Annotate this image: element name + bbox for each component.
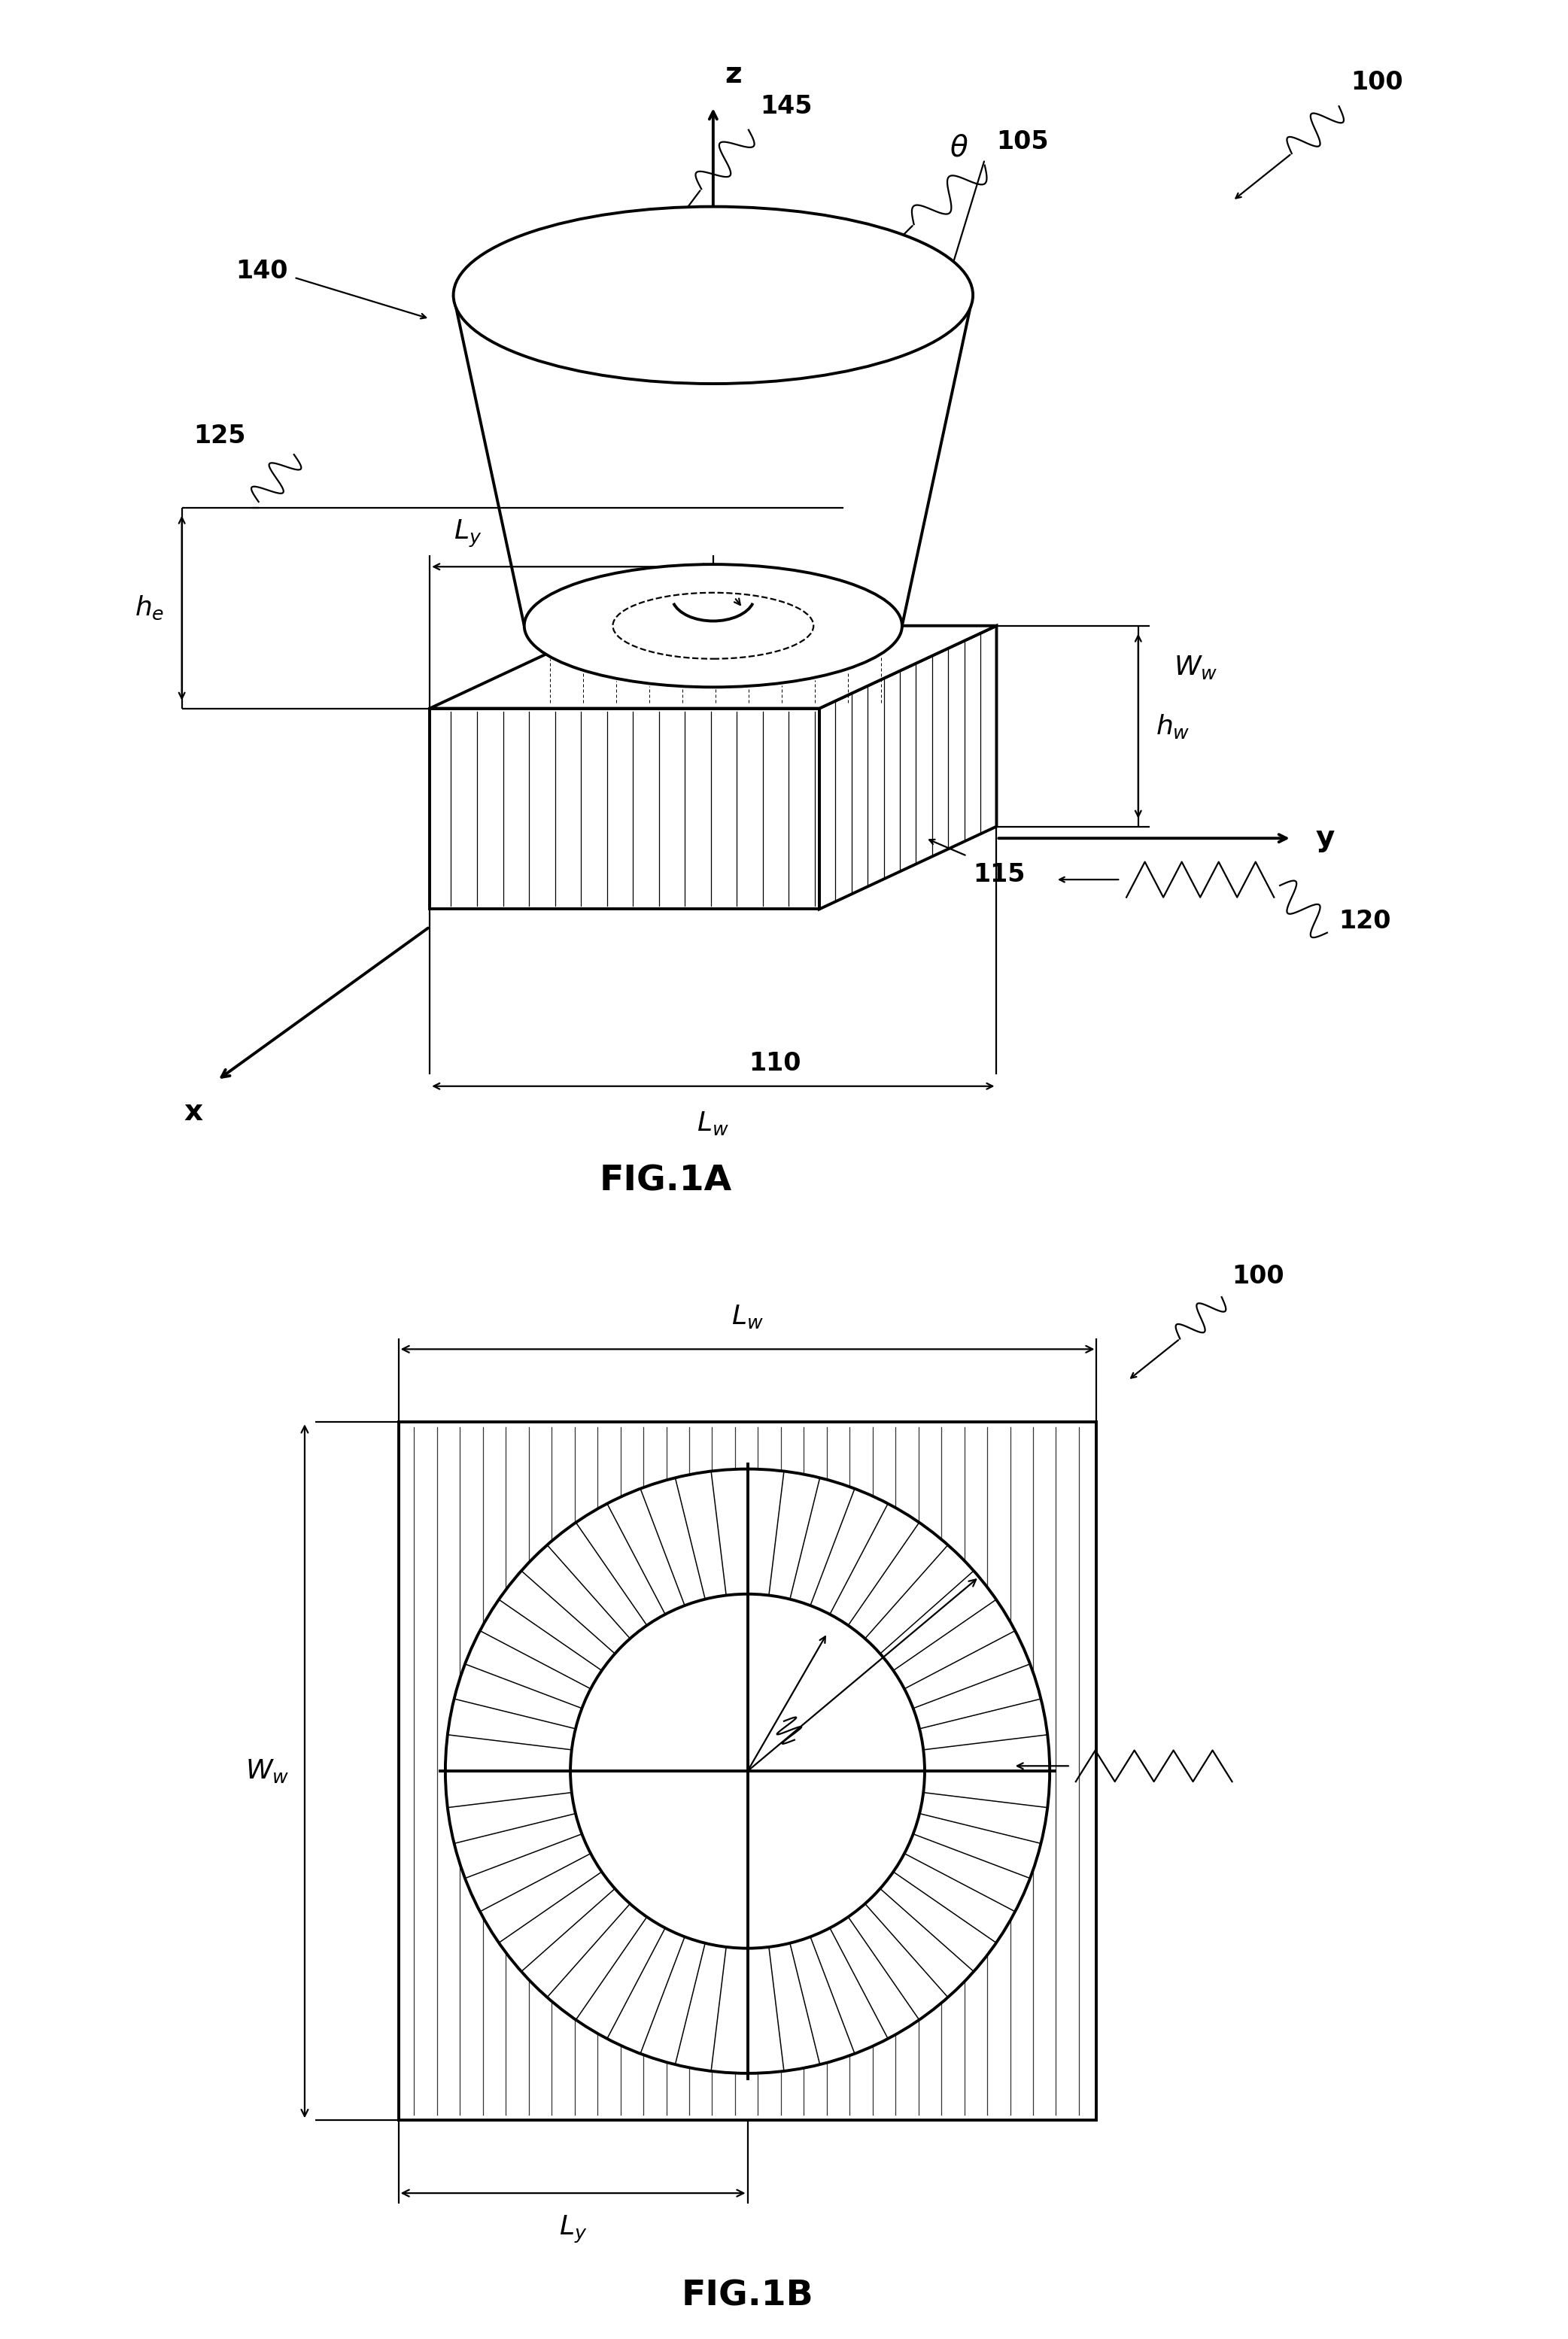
Text: x: x [183, 1097, 204, 1127]
Text: $L_y$: $L_y$ [558, 2215, 586, 2245]
Text: R: R [635, 271, 654, 297]
Text: 105: 105 [997, 129, 1049, 154]
Text: 130: 130 [771, 650, 825, 674]
Text: $W_w$: $W_w$ [245, 1757, 289, 1785]
Text: 145: 145 [760, 94, 812, 119]
Polygon shape [430, 627, 997, 709]
Text: FIG.1B: FIG.1B [682, 2278, 814, 2313]
Text: $L_y$: $L_y$ [453, 517, 481, 550]
Polygon shape [820, 627, 997, 910]
Text: $W_w$: $W_w$ [1173, 653, 1218, 681]
Text: 120: 120 [1339, 908, 1391, 933]
Text: R: R [842, 1691, 861, 1717]
Text: 100: 100 [1350, 70, 1403, 96]
Text: 125: 125 [193, 423, 246, 449]
Text: $L_w$: $L_w$ [698, 1109, 729, 1137]
Polygon shape [430, 709, 820, 910]
Text: $h_w$: $h_w$ [1156, 711, 1190, 739]
Text: FIG.1A: FIG.1A [599, 1165, 732, 1198]
Text: 100: 100 [1232, 1263, 1284, 1289]
Text: r: r [610, 653, 621, 678]
Text: y: y [1316, 823, 1334, 851]
Text: 115: 115 [972, 861, 1025, 886]
Circle shape [571, 1595, 925, 1948]
Circle shape [445, 1469, 1049, 2072]
Polygon shape [398, 1422, 1096, 2119]
Text: $L_w$: $L_w$ [731, 1303, 764, 1331]
Ellipse shape [453, 206, 972, 384]
Text: z: z [724, 61, 742, 89]
Text: 110: 110 [748, 1050, 801, 1076]
Text: r: r [764, 1689, 773, 1714]
Text: $\theta$: $\theta$ [949, 133, 967, 161]
Ellipse shape [613, 592, 814, 660]
Text: $h_e$: $h_e$ [135, 594, 165, 622]
Text: 140: 140 [235, 260, 289, 283]
Ellipse shape [524, 564, 902, 688]
